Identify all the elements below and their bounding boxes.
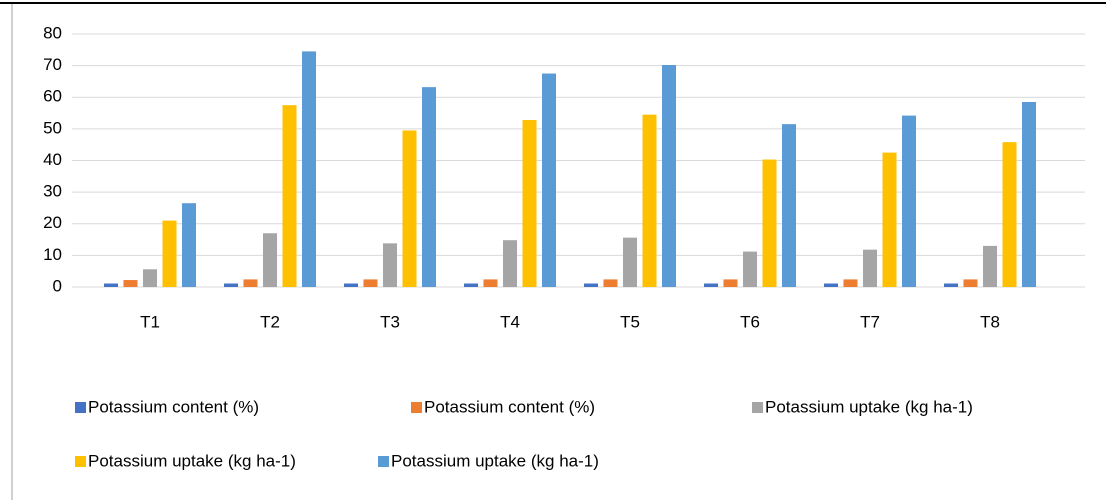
legend-label: Potassium uptake (kg ha-1)	[391, 451, 599, 470]
y-tick-label: 60	[43, 87, 62, 106]
bar	[882, 152, 897, 287]
bar	[464, 283, 478, 287]
bar	[863, 249, 877, 287]
bar	[944, 283, 958, 287]
y-tick-label: 30	[43, 182, 62, 201]
bar	[363, 279, 378, 287]
bar	[224, 283, 238, 287]
y-tick-label: 0	[53, 276, 62, 295]
bar	[642, 114, 657, 287]
bar	[584, 283, 598, 287]
bar	[1022, 101, 1036, 288]
bar	[782, 124, 796, 287]
bar	[383, 243, 397, 287]
x-tick-label: T6	[740, 312, 760, 331]
bar	[843, 279, 858, 287]
bar	[344, 283, 358, 287]
bar	[162, 220, 177, 287]
bar	[704, 283, 718, 287]
bar	[422, 87, 436, 287]
bar	[603, 279, 618, 287]
bar	[483, 279, 498, 287]
x-tick-label: T5	[620, 312, 640, 331]
legend-swatch	[411, 402, 422, 413]
y-tick-label: 10	[43, 245, 62, 264]
bar	[243, 279, 258, 287]
legend-swatch	[378, 456, 389, 467]
bar	[542, 73, 556, 287]
legend-swatch	[75, 456, 86, 467]
x-tick-label: T4	[500, 312, 520, 331]
bar	[1002, 142, 1017, 287]
bar	[503, 240, 517, 287]
bar	[762, 159, 777, 287]
bar	[743, 251, 757, 287]
bar	[282, 105, 297, 287]
x-tick-label: T7	[860, 312, 880, 331]
bar	[902, 115, 916, 287]
bar	[123, 280, 138, 287]
bar	[402, 130, 417, 287]
legend-label: Potassium uptake (kg ha-1)	[765, 397, 973, 416]
bar	[963, 279, 978, 287]
y-tick-label: 20	[43, 213, 62, 232]
bar	[143, 269, 157, 287]
x-tick-label: T1	[140, 312, 160, 331]
bar	[104, 283, 118, 287]
legend-swatch	[752, 402, 763, 413]
bar	[662, 64, 676, 288]
legend-swatch	[75, 402, 86, 413]
bar	[824, 283, 838, 287]
x-tick-label: T8	[980, 312, 1000, 331]
bar	[983, 245, 997, 287]
bar	[263, 233, 277, 287]
x-tick-label: T3	[380, 312, 400, 331]
x-tick-label: T2	[260, 312, 280, 331]
y-tick-label: 80	[43, 23, 62, 42]
y-tick-label: 40	[43, 150, 62, 169]
bar	[623, 237, 637, 287]
y-tick-label: 50	[43, 118, 62, 137]
y-tick-label: 70	[43, 55, 62, 74]
legend-label: Potassium content (%)	[424, 397, 595, 416]
bar	[182, 203, 196, 287]
legend-label: Potassium uptake (kg ha-1)	[88, 451, 296, 470]
bar	[522, 120, 537, 288]
legend-label: Potassium content (%)	[88, 397, 259, 416]
bar	[302, 51, 316, 287]
bar	[723, 279, 738, 287]
